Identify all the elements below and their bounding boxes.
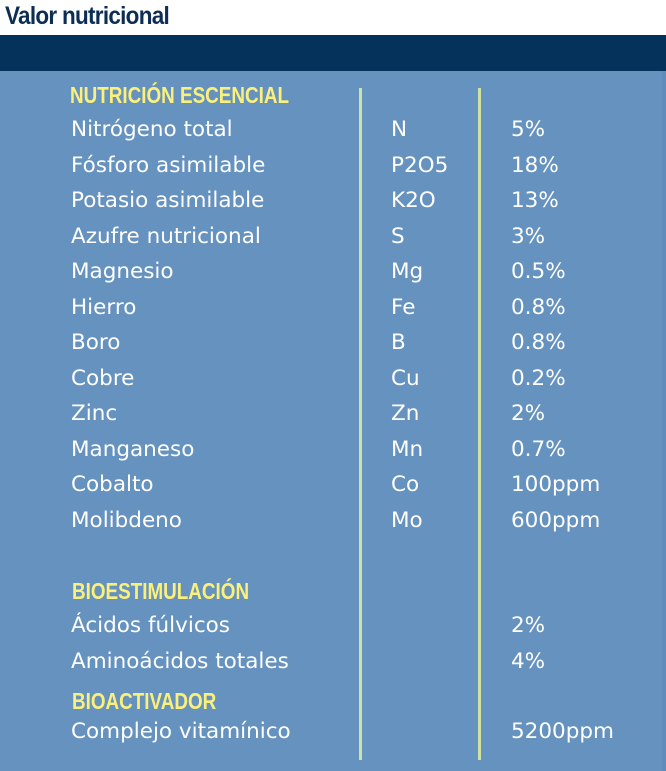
- nutrient-symbol: N: [391, 117, 408, 142]
- nutrient-symbol: P2O5: [391, 152, 449, 178]
- nutrient-value: 600ppm: [511, 507, 601, 533]
- nutrient-value: 5%: [511, 117, 546, 142]
- panel-edge: [662, 71, 666, 771]
- nutrient-name: Magnesio: [71, 259, 174, 284]
- nutrient-symbol: Fe: [391, 294, 416, 320]
- nutrient-name: Zinc: [71, 401, 118, 426]
- nutrient-name: Cobre: [71, 365, 135, 391]
- table-row: Fósforo asimilable P2O5 18%: [0, 148, 666, 183]
- nutrient-symbol: K2O: [391, 188, 436, 213]
- section-header-bioestimulacion: BIOESTIMULACIÓN: [72, 578, 250, 604]
- nutrient-value: 2%: [511, 613, 546, 638]
- nutrient-name: Manganeso: [71, 436, 195, 462]
- nutrient-value: 3%: [511, 223, 546, 249]
- nutrient-name: Azufre nutricional: [71, 223, 261, 249]
- nutrient-value: 0.8%: [511, 330, 566, 355]
- nutrient-symbol: B: [391, 330, 406, 355]
- nutrient-value: 5200ppm: [511, 719, 614, 744]
- nutrient-value: 0.8%: [511, 294, 566, 320]
- table-row: Complejo vitamínico 5200ppm: [0, 714, 666, 749]
- nutrient-symbol: Mo: [391, 507, 423, 533]
- nutrient-name: Aminoácidos totales: [71, 648, 289, 674]
- table-row: Hierro Fe 0.8%: [0, 290, 666, 325]
- table-row: Cobre Cu 0.2%: [0, 361, 666, 396]
- nutrient-name: Hierro: [71, 294, 137, 320]
- section-header-nutricion: NUTRICIÓN ESCENCIAL: [70, 82, 289, 108]
- table-row: Aminoácidos totales 4%: [0, 644, 666, 679]
- nutrient-value: 4%: [511, 648, 546, 674]
- table-row: Magnesio Mg 0.5%: [0, 254, 666, 289]
- header-band: [0, 35, 666, 71]
- column-divider-1: [359, 88, 362, 760]
- nutrient-value: 0.5%: [511, 259, 566, 284]
- table-row: Molibdeno Mo 600ppm: [0, 503, 666, 538]
- table-row: Zinc Zn 2%: [0, 396, 666, 431]
- nutrient-name: Potasio asimilable: [71, 188, 265, 213]
- nutrient-symbol: Mn: [391, 436, 424, 462]
- column-divider-2: [478, 88, 481, 760]
- nutrient-name: Complejo vitamínico: [71, 719, 291, 744]
- nutrient-name: Cobalto: [71, 472, 154, 497]
- nutrient-symbol: Co: [391, 472, 420, 497]
- nutrition-table: NUTRICIÓN ESCENCIAL Nitrógeno total N 5%…: [0, 71, 666, 771]
- nutrient-symbol: Cu: [391, 365, 420, 391]
- nutrient-name: Fósforo asimilable: [71, 152, 266, 178]
- nutrient-symbol: Zn: [391, 401, 420, 426]
- nutrient-name: Molibdeno: [71, 507, 182, 533]
- table-row: Boro B 0.8%: [0, 325, 666, 360]
- nutrient-value: 0.2%: [511, 365, 566, 391]
- nutrient-name: Ácidos fúlvicos: [71, 613, 231, 638]
- nutrient-symbol: S: [391, 223, 405, 249]
- nutrient-value: 100ppm: [511, 472, 601, 497]
- nutrient-name: Boro: [71, 330, 121, 355]
- page-title: Valor nutricional: [5, 2, 170, 30]
- table-row: Potasio asimilable K2O 13%: [0, 183, 666, 218]
- table-row: Nitrógeno total N 5%: [0, 112, 666, 147]
- nutrient-symbol: Mg: [391, 259, 424, 284]
- table-row: Azufre nutricional S 3%: [0, 219, 666, 254]
- nutrient-value: 0.7%: [511, 436, 566, 462]
- nutrient-name: Nitrógeno total: [71, 117, 233, 142]
- nutrient-value: 18%: [511, 152, 559, 178]
- table-row: Cobalto Co 100ppm: [0, 467, 666, 502]
- nutrient-value: 2%: [511, 401, 546, 426]
- table-row: Ácidos fúlvicos 2%: [0, 608, 666, 643]
- nutrient-value: 13%: [511, 188, 559, 213]
- section-header-bioactivador: BIOACTIVADOR: [72, 688, 217, 714]
- table-row: Manganeso Mn 0.7%: [0, 432, 666, 467]
